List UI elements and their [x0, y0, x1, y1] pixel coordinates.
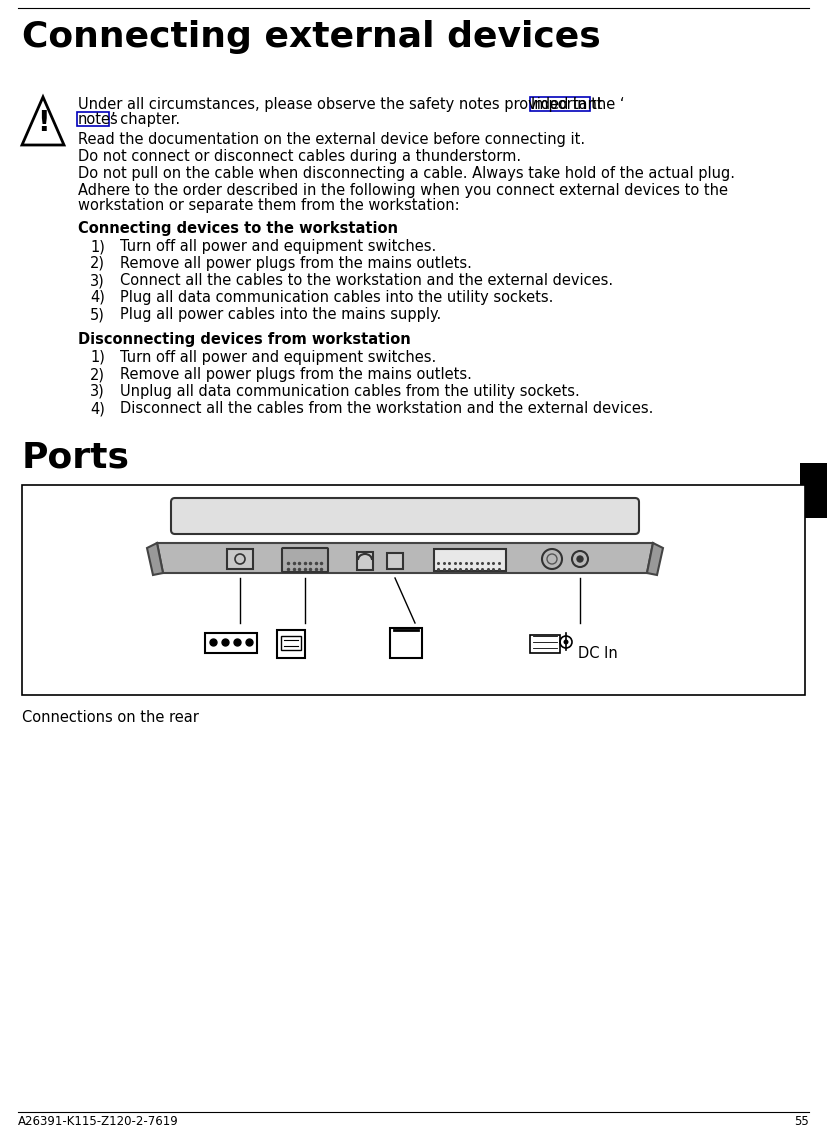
Text: Connections on the rear: Connections on the rear: [22, 710, 198, 725]
FancyBboxPatch shape: [282, 548, 328, 572]
Text: 2): 2): [90, 367, 105, 382]
Text: Remove all power plugs from the mains outlets.: Remove all power plugs from the mains ou…: [120, 367, 472, 382]
Bar: [800, 463, 827, 518]
Bar: [22, 485, 805, 695]
Text: notes: notes: [78, 112, 119, 127]
Bar: [387, 553, 403, 570]
Polygon shape: [157, 544, 653, 573]
Bar: [434, 549, 506, 571]
Polygon shape: [647, 544, 663, 575]
Text: 1): 1): [90, 240, 105, 254]
Text: Remove all power plugs from the mains outlets.: Remove all power plugs from the mains ou…: [120, 257, 472, 271]
Text: 55: 55: [794, 1115, 809, 1128]
Text: 3): 3): [90, 384, 105, 399]
Text: 3): 3): [90, 273, 105, 288]
Text: Connect all the cables to the workstation and the external devices.: Connect all the cables to the workstatio…: [120, 273, 613, 288]
Text: Turn off all power and equipment switches.: Turn off all power and equipment switche…: [120, 350, 437, 365]
Text: Disconnect all the cables from the workstation and the external devices.: Disconnect all the cables from the works…: [120, 401, 653, 416]
Text: Connecting external devices: Connecting external devices: [22, 20, 600, 54]
Text: Important: Important: [531, 97, 604, 112]
Text: Plug all data communication cables into the utility sockets.: Plug all data communication cables into …: [120, 290, 553, 305]
Bar: [281, 636, 301, 650]
Text: DC In: DC In: [578, 646, 618, 661]
Text: Plug all power cables into the mains supply.: Plug all power cables into the mains sup…: [120, 307, 442, 322]
Text: 1): 1): [90, 350, 105, 365]
Bar: [77, 112, 109, 127]
Bar: [277, 631, 305, 658]
Text: Ports: Ports: [22, 440, 130, 473]
Bar: [205, 633, 257, 653]
Text: Connecting devices to the workstation: Connecting devices to the workstation: [78, 221, 398, 236]
Bar: [530, 97, 590, 111]
Text: Do not pull on the cable when disconnecting a cable. Always take hold of the act: Do not pull on the cable when disconnect…: [78, 166, 735, 181]
Bar: [227, 549, 253, 570]
Bar: [530, 635, 560, 653]
Bar: [357, 551, 373, 570]
Text: ’ chapter.: ’ chapter.: [111, 112, 180, 127]
Text: Read the documentation on the external device before connecting it.: Read the documentation on the external d…: [78, 132, 586, 147]
Circle shape: [577, 556, 583, 562]
Text: Unplug all data communication cables from the utility sockets.: Unplug all data communication cables fro…: [120, 384, 580, 399]
Text: Do not connect or disconnect cables during a thunderstorm.: Do not connect or disconnect cables duri…: [78, 149, 521, 164]
Text: Under all circumstances, please observe the safety notes provided in the ‘: Under all circumstances, please observe …: [78, 97, 624, 112]
Text: Turn off all power and equipment switches.: Turn off all power and equipment switche…: [120, 240, 437, 254]
Text: workstation or separate them from the workstation:: workstation or separate them from the wo…: [78, 198, 460, 212]
Text: !: !: [36, 110, 50, 138]
Text: 2): 2): [90, 257, 105, 271]
Text: 4): 4): [90, 401, 105, 416]
Bar: [390, 628, 422, 658]
Text: Disconnecting devices from workstation: Disconnecting devices from workstation: [78, 332, 411, 347]
Text: 5): 5): [90, 307, 105, 322]
FancyBboxPatch shape: [171, 498, 639, 534]
Text: Adhere to the order described in the following when you connect external devices: Adhere to the order described in the fol…: [78, 183, 728, 198]
Circle shape: [563, 640, 568, 644]
Polygon shape: [147, 544, 163, 575]
Text: 4): 4): [90, 290, 105, 305]
Text: A26391-K115-Z120-2-7619: A26391-K115-Z120-2-7619: [18, 1115, 179, 1128]
